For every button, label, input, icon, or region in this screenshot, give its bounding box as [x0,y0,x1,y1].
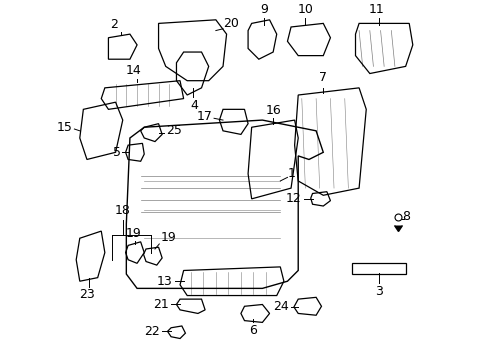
Text: 19: 19 [125,227,141,240]
Text: 15: 15 [57,121,73,134]
Text: 13: 13 [157,275,173,288]
Text: 5: 5 [113,146,121,159]
Text: 23: 23 [79,288,95,301]
Text: 25: 25 [165,124,181,137]
Text: 8: 8 [401,210,409,223]
Text: 14: 14 [125,64,141,77]
Text: 6: 6 [249,324,257,337]
Text: 16: 16 [264,104,281,117]
Text: 18: 18 [115,204,130,217]
Text: 20: 20 [223,17,239,30]
Text: 7: 7 [319,71,326,84]
Text: 9: 9 [260,3,267,16]
Text: 12: 12 [285,192,301,205]
Text: 17: 17 [196,110,212,123]
Text: 4: 4 [190,99,198,112]
Text: 1: 1 [287,167,295,180]
Text: 10: 10 [297,3,313,16]
Text: 2: 2 [110,18,118,31]
Text: 3: 3 [374,285,382,298]
Text: 19: 19 [160,231,176,244]
Text: 22: 22 [144,325,160,338]
Text: 11: 11 [368,3,384,16]
Text: 24: 24 [273,300,289,313]
Text: 21: 21 [153,298,169,311]
